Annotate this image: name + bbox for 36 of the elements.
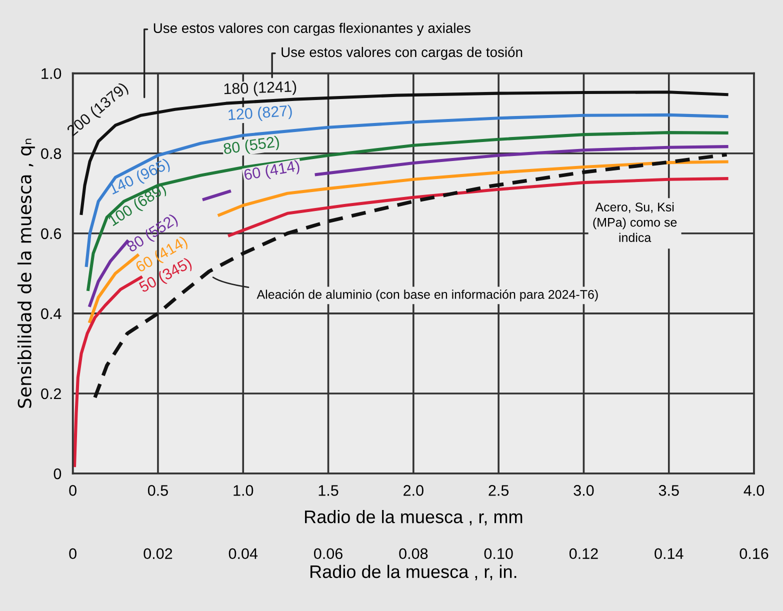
x2-tick-label: 0.16 xyxy=(740,548,768,560)
y-axis-title: Sensibilidad de la muesca , qₙ xyxy=(17,138,35,408)
y-tick-label: 1.0 xyxy=(42,68,62,80)
y-tick-label: 0.4 xyxy=(41,308,62,320)
x-tick-label: 1.0 xyxy=(234,485,254,496)
x2-tick-label: 0.12 xyxy=(569,548,598,560)
x2-tick-label: 0.08 xyxy=(399,548,428,560)
annotation: 60 (414) xyxy=(244,160,300,184)
annotation: 120 (827) xyxy=(228,104,292,124)
x-tick-label: 2.5 xyxy=(488,485,509,496)
x-tick-label: 2.0 xyxy=(404,485,424,496)
x-tick-label: 1.5 xyxy=(318,485,338,496)
line-series xyxy=(93,152,729,400)
x-axis-title: Radio de la muesca , r, mm xyxy=(305,510,522,526)
x-tick-label: 4.0 xyxy=(744,485,764,496)
x-tick-label: 0.5 xyxy=(148,485,168,496)
text: Use estos valores con cargas flexionantes y axiales xyxy=(154,22,470,36)
x2-tick-label: 0.10 xyxy=(484,548,513,560)
x2-tick-label: 0.04 xyxy=(228,548,258,560)
x2-tick-label: 0.06 xyxy=(314,548,342,560)
x-tick-label: 3.5 xyxy=(658,485,679,496)
annotation: 80 (552) xyxy=(223,135,280,158)
annotation: Acero, Su, Ksi (MPa) como se indica xyxy=(593,202,677,242)
x2-axis-title: Radio de la muesca , r, in. xyxy=(310,564,516,580)
x2-tick-label: 0.14 xyxy=(654,548,684,560)
y-tick-label: 0.6 xyxy=(41,228,62,240)
annotation: 180 (1241) xyxy=(224,80,296,98)
x-tick-label: 0 xyxy=(69,485,76,496)
text: Use estos valores con cargas de tosión xyxy=(282,46,522,60)
x-tick-label: 3.0 xyxy=(574,485,594,496)
y-tick-label: 0.8 xyxy=(41,148,62,160)
y-tick-label: 0 xyxy=(54,468,62,480)
annotation: Aleación de aluminio (con base en información para 2024-T6) xyxy=(256,290,598,302)
y-tick-label: 0.2 xyxy=(41,388,61,400)
x2-tick-label: 0 xyxy=(69,548,76,560)
x2-tick-label: 0.02 xyxy=(144,548,172,560)
